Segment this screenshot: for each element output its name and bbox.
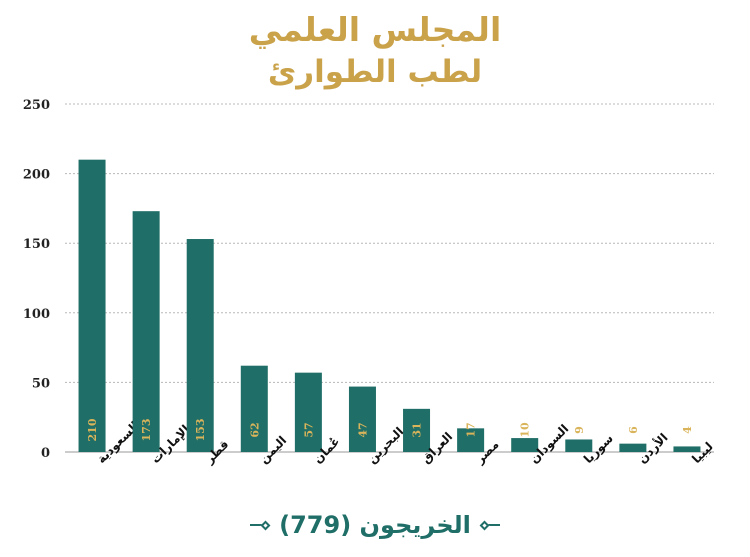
y-tick-label: 250	[23, 98, 50, 113]
graduates-footer: الخريجون (779)	[0, 507, 750, 543]
data-label: 173	[140, 419, 153, 442]
y-tick-label: 150	[23, 237, 50, 252]
data-label: 62	[248, 422, 261, 437]
bar	[294, 372, 322, 452]
bar	[619, 443, 647, 452]
bar	[78, 159, 106, 452]
chart-title-line-1: المجلس العلمي	[248, 10, 502, 49]
bar	[240, 365, 268, 452]
data-label: 31	[411, 422, 424, 437]
data-label: 153	[194, 419, 207, 442]
bar	[457, 428, 485, 452]
data-label: 9	[573, 426, 586, 434]
data-label: 6	[627, 426, 640, 434]
diamond-ornament-icon	[250, 520, 271, 530]
data-label: 47	[356, 422, 369, 437]
data-label: 10	[519, 422, 532, 438]
y-tick-label: 100	[23, 307, 50, 322]
x-tick-label: ليبيا	[689, 439, 716, 466]
y-tick-label: 50	[32, 376, 50, 391]
bar	[511, 438, 539, 452]
data-label: 210	[86, 418, 99, 441]
chart-title-line-2: لطب الطوارئ	[267, 54, 483, 90]
bar	[403, 408, 431, 452]
bar	[673, 446, 701, 452]
bar	[186, 239, 214, 452]
data-label: 57	[302, 422, 315, 437]
data-label: 17	[465, 422, 478, 437]
graduates-total: الخريجون (779)	[279, 511, 471, 539]
diamond-ornament-icon	[479, 520, 500, 530]
bar	[132, 211, 160, 452]
bar	[348, 386, 376, 452]
y-tick-label: 0	[41, 446, 50, 461]
chart-title: المجلس العلمي لطب الطوارئ	[0, 8, 750, 92]
bar	[565, 439, 593, 452]
data-label: 4	[681, 426, 694, 434]
y-tick-label: 200	[23, 168, 50, 183]
